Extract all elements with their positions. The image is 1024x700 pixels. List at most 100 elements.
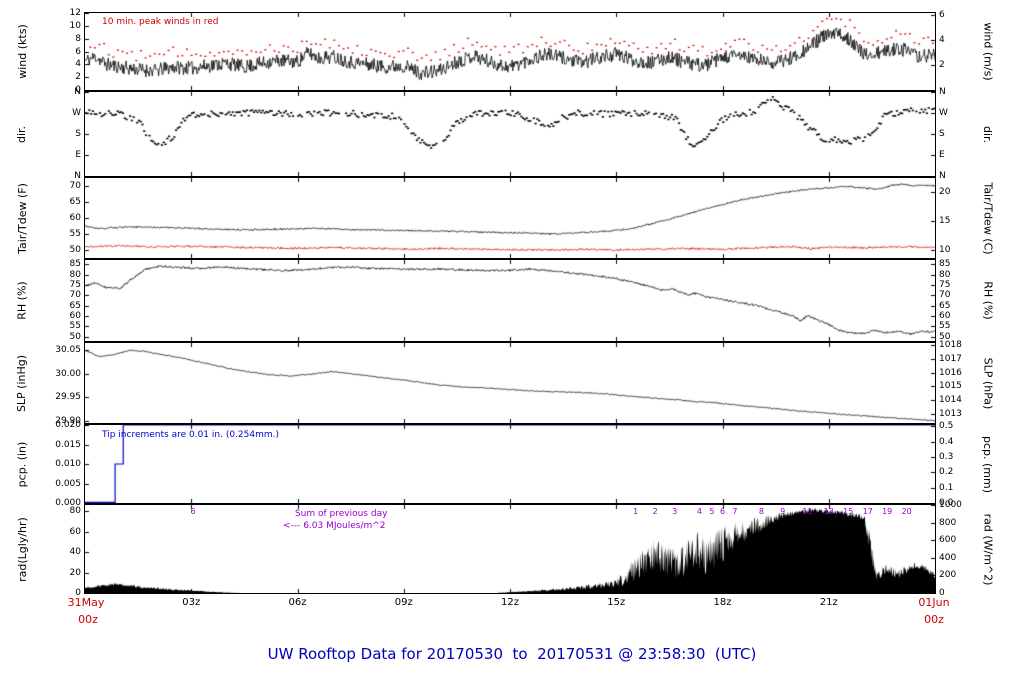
y-tick-label-left: 55: [69, 229, 81, 239]
y-tick-label-right: 0.3: [939, 451, 954, 462]
y-tick-label-left: 20: [69, 567, 81, 578]
y-tick-label-right: N: [939, 87, 946, 97]
y-tick-label-right: 0.2: [939, 467, 954, 478]
y-tick-label-right: 0.0: [939, 498, 954, 508]
y-tick-label-right: 2: [939, 60, 945, 71]
figure-title: UW Rooftop Data for 20170530 to 20170531…: [267, 645, 757, 663]
y-tick-label-right: 0.1: [939, 482, 954, 493]
y-tick-label-right: 15: [939, 216, 951, 227]
y-tick-label-right: S: [939, 129, 945, 139]
axis-title-right-wind: wind (m/s): [966, 13, 1010, 90]
y-tick-label-left: S: [75, 129, 81, 139]
panel-canvas-wind: [85, 13, 935, 90]
y-tick-label-right: 80: [939, 269, 951, 280]
panel-rh: [84, 259, 936, 342]
axis-title-right-text: wind (m/s): [981, 22, 995, 81]
y-tick-label-left: 40: [69, 547, 81, 558]
y-tick-label-right: 0.5: [939, 421, 954, 432]
panel-rad: Sum of previous day <--- 6.03 MJoules/m^2…: [84, 504, 936, 594]
y-tick-label-right: 200: [939, 570, 957, 581]
y-tick-label-left: 85: [69, 259, 81, 270]
x-tick-label: 06z: [288, 597, 307, 608]
y-tick-label-right: N: [939, 171, 946, 181]
end-date-hour-label: 00z: [924, 613, 944, 626]
x-tick-label: 12z: [501, 597, 519, 608]
y-tick-label-right: 1013: [939, 409, 962, 420]
y-tick-label-left: 65: [69, 300, 81, 311]
y-tick-label-left: 75: [69, 279, 81, 290]
y-tick-label-right: 1015: [939, 381, 962, 392]
y-tick-label-left: 80: [69, 269, 81, 280]
panel-canvas-rad: [85, 505, 935, 593]
y-tick-label-left: 2: [75, 72, 81, 83]
y-tick-label-left: 0: [75, 85, 81, 95]
y-tick-label-left: 29.90: [55, 415, 81, 426]
y-tick-label-right: 1017: [939, 353, 962, 364]
axis-title-right-text: SLP (hPa): [981, 357, 995, 409]
y-tick-label-right: 1018: [939, 339, 962, 350]
y-tick-label-left: 0.005: [55, 478, 81, 489]
y-tick-label-left: 50: [69, 245, 81, 255]
y-tick-label-left: E: [75, 150, 81, 160]
panel-temp: [84, 177, 936, 259]
y-tick-label-right: 0: [939, 588, 945, 598]
y-tick-label-right: 0.4: [939, 436, 954, 447]
y-tick-label-right: 4: [939, 35, 945, 46]
y-tick-label-right: 85: [939, 259, 951, 270]
y-tick-label-left: 8: [75, 33, 81, 44]
y-tick-label-right: 6: [939, 10, 945, 21]
y-tick-label-left: 60: [69, 526, 81, 537]
y-tick-label-right: 1014: [939, 395, 962, 406]
axis-title-right-text: pcp. (mm): [981, 435, 995, 493]
axis-title-right-slp: SLP (hPa): [966, 343, 1010, 423]
y-tick-label-left: 12: [69, 8, 81, 18]
y-tick-label-left: 0.000: [55, 498, 81, 508]
y-tick-label-left: 60: [69, 311, 81, 322]
y-tick-label-right: 1000: [939, 500, 962, 510]
x-tick-label: 15z: [607, 597, 626, 608]
y-tick-label-right: E: [939, 150, 945, 160]
panel-canvas-slp: [85, 343, 935, 423]
y-tick-label-left: 0.020: [55, 420, 81, 430]
end-date-label: 01Jun: [918, 596, 950, 609]
axis-title-right-text: Tair/Tdew (C): [981, 181, 995, 255]
y-tick-label-left: 70: [69, 181, 81, 191]
y-tick-label-right: 75: [939, 279, 951, 290]
y-tick-label-left: N: [74, 87, 81, 97]
start-date-hour-label: 00z: [78, 613, 98, 626]
x-tick-label: 21z: [819, 597, 838, 608]
x-tick-label: 09z: [394, 597, 413, 608]
panel-canvas-pcp: [85, 425, 935, 503]
y-tick-label-left: 0.010: [55, 459, 81, 469]
x-tick-label: 18z: [713, 597, 732, 608]
y-tick-label-left: 10: [69, 20, 81, 31]
y-tick-label-right: W: [939, 108, 948, 118]
y-tick-label-right: 70: [939, 290, 951, 301]
y-tick-label-right: 400: [939, 552, 957, 563]
y-tick-label-right: 1016: [939, 367, 962, 378]
x-tick-label: 03z: [182, 597, 201, 608]
axis-title-right-rh: RH (%): [966, 260, 1010, 341]
y-tick-label-right: 10: [939, 245, 951, 255]
y-tick-label-right: 800: [939, 517, 957, 528]
panel-pcp: Tip increments are 0.01 in. (0.254mm.): [84, 424, 936, 504]
y-tick-label-right: 65: [939, 300, 951, 311]
panel-slp: [84, 342, 936, 424]
y-tick-label-left: 60: [69, 213, 81, 223]
y-tick-label-left: 50: [69, 331, 81, 342]
axis-title-right-text: rad (W/m^2): [981, 513, 995, 585]
y-tick-label-left: 29.95: [55, 392, 81, 403]
axis-title-left-text: SLP (inHg): [15, 354, 29, 412]
y-tick-label-left: 0.015: [55, 439, 81, 450]
axis-title-right-pcp: pcp. (mm): [966, 425, 1010, 503]
axis-title-right-dir: dir.: [966, 92, 1010, 176]
y-tick-label-right: 60: [939, 311, 951, 322]
y-tick-label-left: 0: [75, 588, 81, 598]
y-tick-label-right: 50: [939, 331, 951, 342]
start-date-label: 31May: [67, 596, 105, 609]
y-tick-label-left: 4: [75, 59, 81, 70]
y-tick-label-left: 6: [75, 46, 81, 57]
y-tick-label-left: 80: [69, 506, 81, 517]
y-tick-label-left: 30.00: [55, 368, 81, 379]
y-tick-label-right: 600: [939, 535, 957, 546]
